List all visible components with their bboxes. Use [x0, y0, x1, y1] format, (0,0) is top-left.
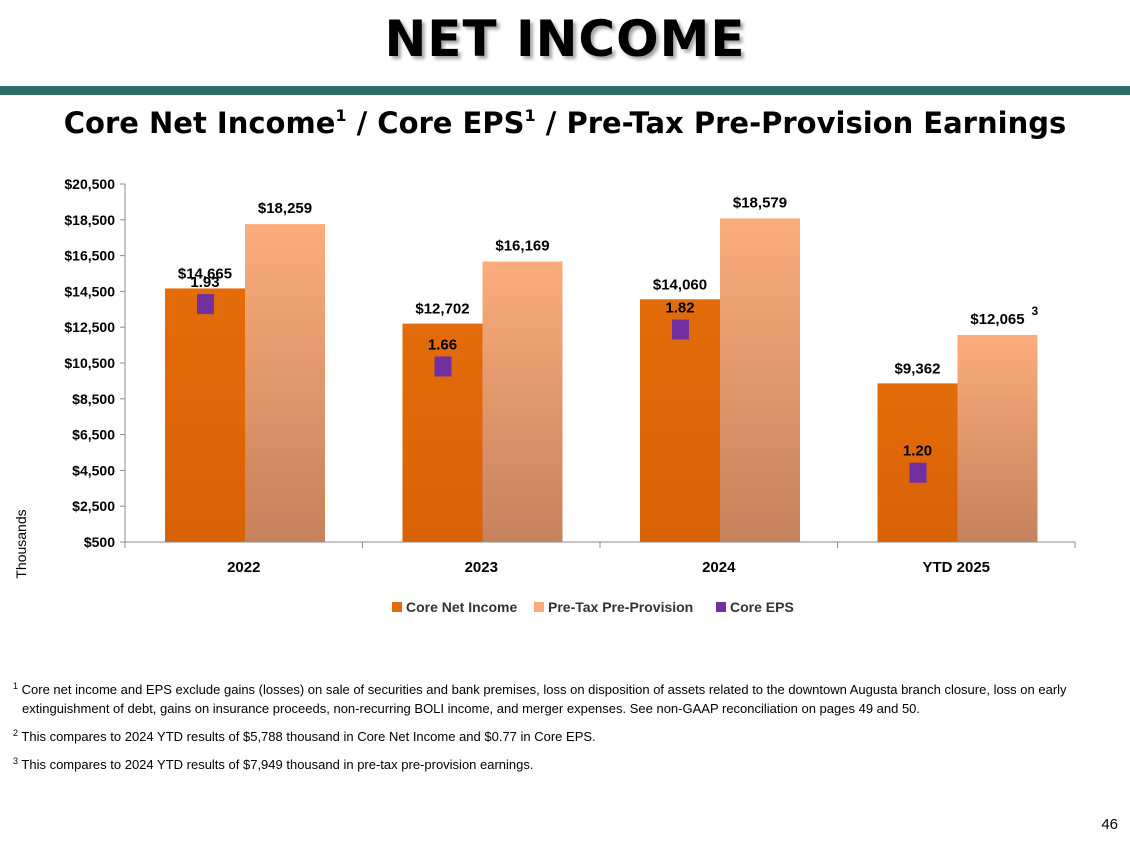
x-tick-label: 2023 [465, 559, 498, 576]
marker-core-eps [672, 319, 689, 340]
legend-pre-tax-pre-provision-swatch [534, 602, 544, 612]
bar-core-net-income [877, 383, 958, 542]
legend-core-eps-swatch [716, 602, 726, 612]
bar-core-net-income [402, 323, 483, 542]
footnote-1-text: Core net income and EPS exclude gains (l… [21, 682, 1067, 697]
marker-core-eps [197, 294, 214, 315]
x-tick-label: YTD 2025 [922, 559, 990, 576]
bar-pre-tax-pre-provision [720, 218, 800, 542]
subtitle-part-ptpp: / Pre-Tax Pre-Provision Earnings [535, 106, 1067, 140]
data-label-core-eps: 1.82 [665, 300, 694, 317]
data-label-core-eps: 1.93 [190, 274, 219, 291]
data-label-core-eps: 1.66 [428, 336, 457, 353]
legend-pre-tax-pre-provision-label: Pre-Tax Pre-Provision [548, 599, 693, 615]
y-tick-label: $10,500 [64, 355, 115, 371]
legend-core-eps-label: Core EPS [730, 599, 794, 615]
page-title: NET INCOME [384, 10, 746, 68]
legend: Core Net Income Pre-Tax Pre-Provision Core… [392, 599, 794, 615]
data-label-core-net-income: $14,665 [178, 265, 232, 282]
net-income-chart: Thousands $500 $2,500 $4,500 $6,500 $8,500 $1… [13, 176, 1076, 615]
x-tick-label: 2024 [702, 559, 736, 576]
title-divider [0, 86, 1130, 95]
y-axis-label: Thousands [13, 509, 29, 578]
footnote-1: 1 Core net income and EPS exclude gains … [13, 677, 1118, 718]
data-label-pre-tax-pre-provision: $12,065 [970, 311, 1024, 328]
data-label-core-net-income: $12,702 [415, 301, 469, 318]
x-axis: 2022 2023 2024 YTD 2025 [124, 541, 1076, 576]
bars: $14,665 $18,259 $12,702 $16,169 $14,060 $18,5… [165, 194, 1039, 542]
y-tick-label: $4,500 [72, 462, 115, 478]
subtitle-footnote-ref: 1 [335, 106, 347, 125]
footnote-1-number: 1 [13, 681, 19, 691]
footnote-2-number: 2 [13, 728, 19, 738]
y-tick-label: $16,500 [64, 248, 115, 264]
subtitle-footnote-ref: 1 [524, 106, 536, 125]
data-label-pre-tax-pre-provision: $18,259 [258, 200, 312, 217]
legend-core-net-income-swatch [392, 602, 402, 612]
legend-core-net-income-label: Core Net Income [406, 599, 517, 615]
footnote-3-number: 3 [13, 756, 19, 766]
page-number: 46 [1101, 816, 1118, 833]
y-tick-label: $12,500 [64, 319, 115, 335]
data-label-pre-tax-pre-provision: $16,169 [495, 238, 549, 255]
data-label-core-net-income: $9,362 [895, 360, 941, 377]
y-tick-label: $18,500 [64, 212, 115, 228]
y-tick-label: $500 [84, 534, 115, 550]
subtitle-part-core-eps: / Core EPS [346, 106, 525, 140]
footnote-3: 3 This compares to 2024 YTD results of $… [13, 752, 1118, 774]
marker-core-eps [434, 356, 452, 377]
chart-subtitle: Core Net Income1 / Core EPS1 / Pre-Tax P… [0, 106, 1130, 140]
y-tick-label: $2,500 [72, 498, 115, 514]
bar-pre-tax-pre-provision [245, 224, 325, 542]
data-label-footnote: 3 [1032, 304, 1039, 318]
footnote-3-text: This compares to 2024 YTD results of $7,… [21, 757, 534, 772]
data-label-core-eps: 1.20 [903, 443, 932, 460]
y-tick-label: $8,500 [72, 391, 115, 407]
y-tick-label: $14,500 [64, 283, 115, 299]
footnote-2: 2 This compares to 2024 YTD results of $… [13, 724, 1118, 746]
bar-pre-tax-pre-provision [957, 334, 1038, 542]
footnotes: 1 Core net income and EPS exclude gains … [13, 677, 1118, 780]
data-label-pre-tax-pre-provision: $18,579 [733, 194, 787, 211]
x-tick-label: 2022 [227, 559, 260, 576]
data-label-core-net-income: $14,060 [653, 276, 707, 293]
bar-core-net-income [640, 299, 720, 542]
footnote-2-text: This compares to 2024 YTD results of $5,… [21, 729, 596, 744]
y-tick-label: $6,500 [72, 427, 115, 443]
footnote-1-text-cont: extinguishment of debt, gains on insuran… [22, 701, 921, 716]
marker-core-eps [909, 462, 927, 483]
y-tick-label: $20,500 [64, 176, 115, 192]
subtitle-part-core-net-income: Core Net Income [63, 106, 336, 140]
bar-pre-tax-pre-provision [482, 261, 563, 542]
y-axis: $500 $2,500 $4,500 $6,500 $8,500 $10,500 $12,5… [64, 176, 126, 550]
bar-core-net-income [165, 288, 245, 542]
